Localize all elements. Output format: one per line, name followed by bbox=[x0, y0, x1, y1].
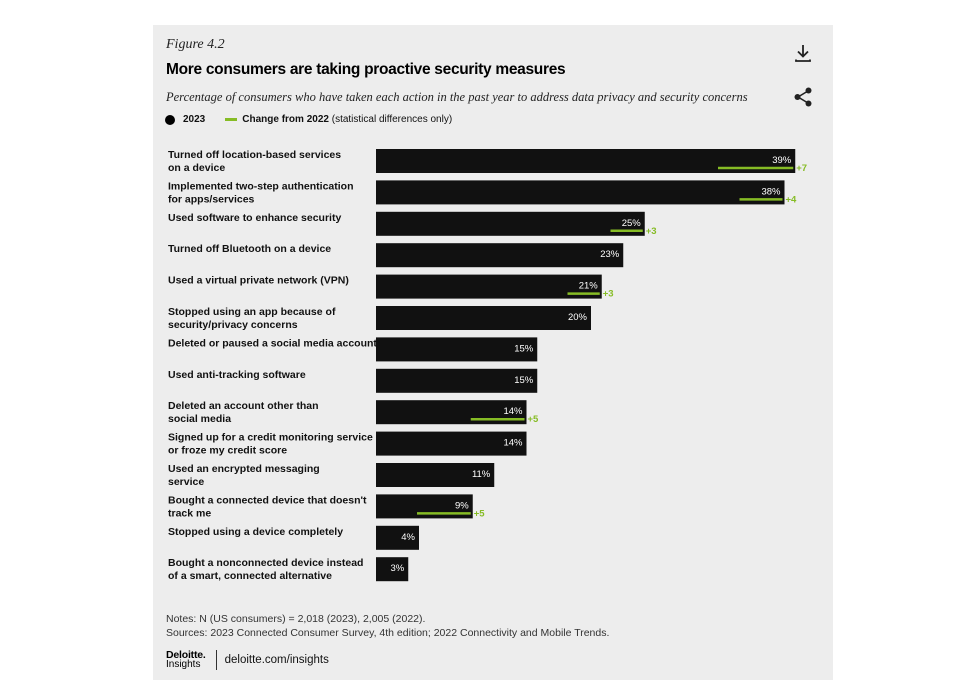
value-label: 20% bbox=[568, 312, 588, 323]
value-label: 14% bbox=[503, 406, 523, 417]
chart-subtitle: Percentage of consumers who have taken e… bbox=[166, 90, 748, 104]
chart-title: More consumers are taking proactive secu… bbox=[166, 61, 566, 78]
change-label: +7 bbox=[796, 163, 807, 174]
value-label: 15% bbox=[514, 343, 534, 354]
value-label: 38% bbox=[761, 186, 781, 197]
value-label: 21% bbox=[579, 281, 599, 292]
bar bbox=[376, 180, 785, 205]
category-label: Bought a connected device that doesn't tr… bbox=[168, 494, 367, 519]
category-label: Used a virtual private network (VPN) bbox=[168, 275, 349, 287]
change-label: +3 bbox=[603, 289, 614, 300]
value-label: 4% bbox=[401, 532, 415, 543]
bar bbox=[376, 557, 409, 582]
value-label: 11% bbox=[472, 469, 491, 480]
site-link[interactable]: deloitte.com/insights bbox=[224, 654, 329, 666]
bar bbox=[376, 149, 796, 173]
legend: 2023 Change from 2022 (statistical diffe… bbox=[165, 114, 452, 125]
category-label: Used an encrypted messaging service bbox=[168, 463, 320, 488]
deloitte-logo: Deloitte. Insights bbox=[166, 649, 206, 670]
notes-line: Notes: N (US consumers) = 2,018 (2023), … bbox=[166, 613, 426, 625]
bar bbox=[376, 243, 624, 268]
legend-label-2023: 2023 bbox=[183, 114, 206, 125]
category-label: Used software to enhance security bbox=[168, 212, 341, 224]
notes: Notes: N (US consumers) = 2,018 (2023), … bbox=[166, 612, 609, 640]
value-label: 25% bbox=[622, 218, 642, 229]
category-label: Stopped using a device completely bbox=[168, 526, 343, 538]
bar bbox=[376, 306, 591, 330]
bar bbox=[376, 274, 602, 299]
bar bbox=[376, 211, 645, 236]
share-icon[interactable] bbox=[792, 86, 814, 108]
value-label: 39% bbox=[772, 155, 792, 166]
category-label: Turned off Bluetooth on a device bbox=[168, 243, 331, 255]
legend-line-change bbox=[225, 118, 238, 121]
footer-divider bbox=[215, 650, 217, 670]
bar bbox=[376, 337, 538, 362]
bar bbox=[376, 463, 495, 487]
value-label: 3% bbox=[391, 563, 405, 574]
category-label: Turned off location-based services on a d… bbox=[168, 149, 341, 174]
footer: Deloitte. Insights deloitte.com/insights bbox=[166, 650, 329, 670]
download-icon[interactable] bbox=[792, 42, 814, 64]
change-label: +4 bbox=[786, 194, 798, 205]
figure-label: Figure 4.2 bbox=[166, 37, 225, 52]
value-label: 23% bbox=[600, 249, 620, 260]
bar bbox=[376, 368, 538, 393]
category-label: Implemented two-step authentication for a… bbox=[168, 180, 354, 205]
category-label: Stopped using an app because of security/… bbox=[168, 306, 336, 331]
category-label: Deleted an account other than social medi… bbox=[168, 400, 319, 425]
legend-note-change: (statistical differences only) bbox=[331, 114, 453, 125]
legend-label-change: Change from 2022 bbox=[242, 114, 329, 125]
value-label: 14% bbox=[503, 438, 523, 449]
category-label: Deleted or paused a social media account bbox=[168, 337, 377, 349]
change-label: +5 bbox=[474, 508, 486, 519]
value-label: 15% bbox=[514, 375, 534, 386]
bar bbox=[376, 525, 419, 550]
category-label: Bought a nonconnected device instead of a… bbox=[168, 557, 363, 582]
category-label: Used anti-tracking software bbox=[168, 369, 306, 381]
value-label: 9% bbox=[455, 500, 469, 511]
change-label: +5 bbox=[528, 414, 540, 425]
chart-card: Figure 4.2 More consumers are taking pro… bbox=[153, 25, 833, 680]
legend-dot-2023 bbox=[165, 114, 175, 125]
bar-chart: Turned off location-based services on a d… bbox=[168, 149, 807, 582]
bar bbox=[376, 431, 527, 456]
change-label: +3 bbox=[646, 226, 657, 237]
sources-line: Sources: 2023 Connected Consumer Survey,… bbox=[166, 627, 610, 639]
category-label: Signed up for a credit monitoring servic… bbox=[168, 432, 373, 457]
